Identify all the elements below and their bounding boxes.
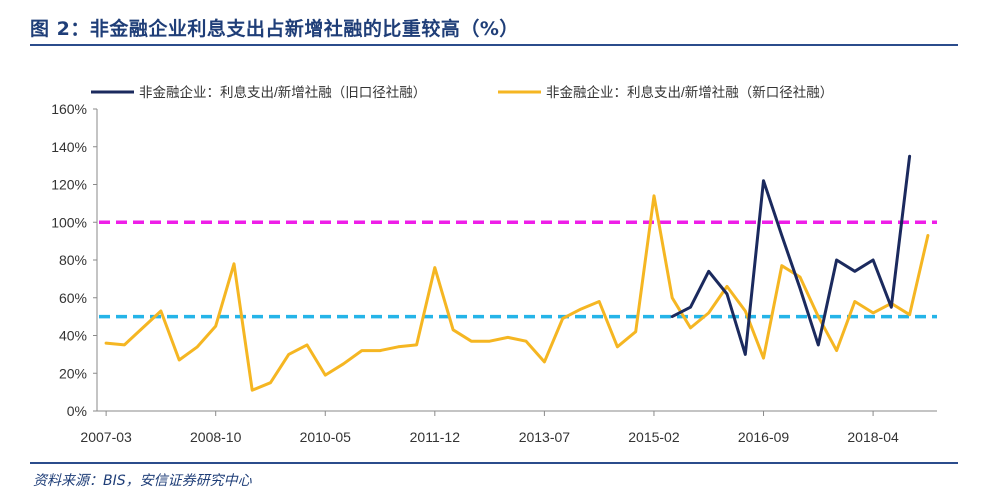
legend: 非金融企业：利息支出/新增社融（旧口径社融） 非金融企业：利息支出/新增社融（新口… bbox=[91, 84, 833, 100]
x-tick-label: 2013-07 bbox=[519, 429, 571, 445]
y-tick-label: 100% bbox=[51, 214, 87, 230]
x-tick-label: 2015-02 bbox=[628, 429, 680, 445]
x-tick-label: 2008-10 bbox=[190, 429, 242, 445]
y-tick-label: 140% bbox=[51, 139, 87, 155]
title-rule bbox=[30, 44, 958, 46]
y-tick-label: 20% bbox=[59, 365, 87, 381]
y-tick-label: 40% bbox=[59, 328, 87, 344]
axes: 0% 20% 40% 60% 80% 100% 120% 140% 160% 2007-03 200… bbox=[51, 101, 937, 445]
series-layer bbox=[104, 154, 930, 392]
series-line-new-caliber bbox=[104, 194, 930, 392]
x-tick-label: 2018-04 bbox=[847, 429, 899, 445]
reference-lines bbox=[99, 220, 937, 319]
x-tick-label: 2010-05 bbox=[300, 429, 352, 445]
series-line-old-caliber bbox=[670, 154, 912, 356]
x-tick-label: 2011-12 bbox=[410, 429, 461, 445]
x-tick-label: 2016-09 bbox=[738, 429, 790, 445]
y-tick-label: 120% bbox=[51, 177, 87, 193]
figure-title: 图 2：非金融企业利息支出占新增社融的比重较高（%） bbox=[30, 18, 519, 40]
legend-label: 非金融企业：利息支出/新增社融（新口径社融） bbox=[546, 84, 833, 100]
legend-label: 非金融企业：利息支出/新增社融（旧口径社融） bbox=[139, 84, 426, 100]
y-tick-label: 160% bbox=[51, 101, 87, 117]
y-tick-label: 0% bbox=[67, 403, 87, 419]
source-rule bbox=[30, 462, 958, 464]
source-note: 资料来源：BIS，安信证券研究中心 bbox=[33, 473, 252, 489]
y-tick-label: 60% bbox=[59, 290, 87, 306]
x-tick-label: 2007-03 bbox=[80, 429, 132, 445]
y-tick-label: 80% bbox=[59, 252, 87, 268]
